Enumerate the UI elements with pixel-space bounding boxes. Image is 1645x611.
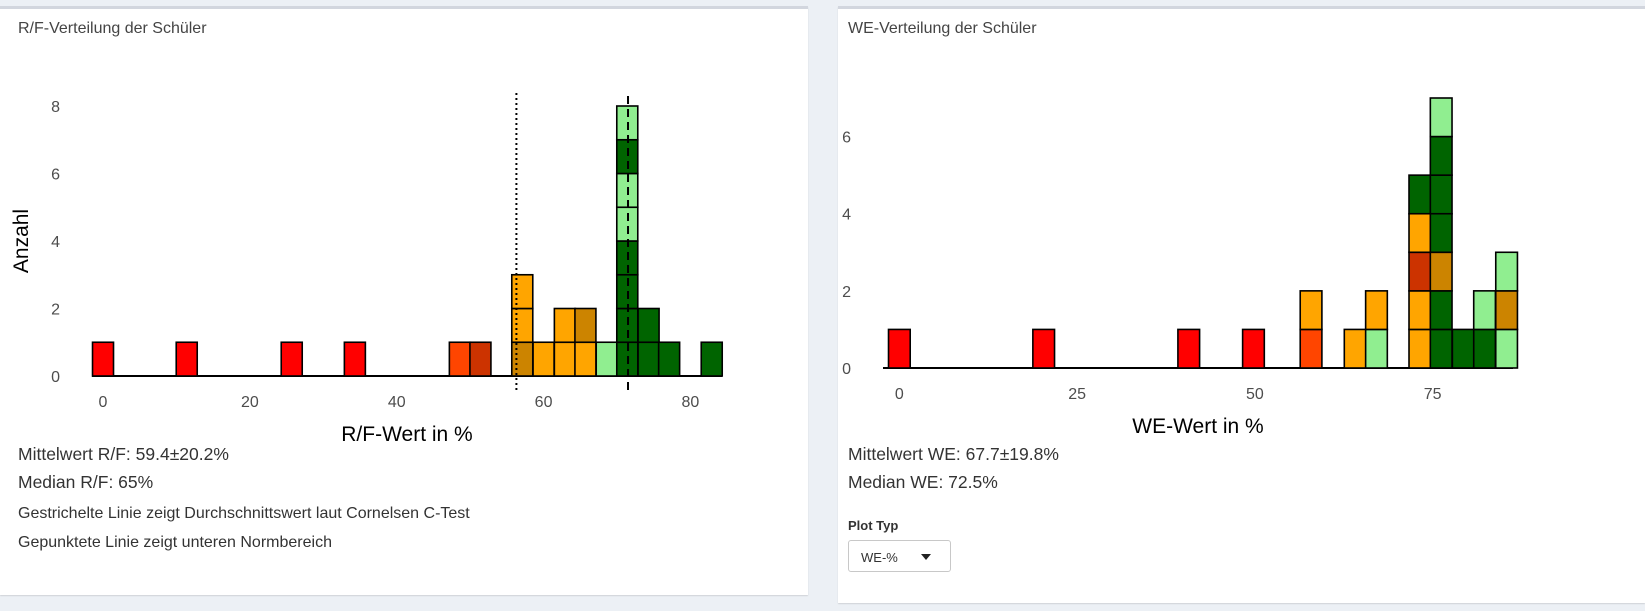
- rf-bar-bin8-seg0: [553, 341, 577, 377]
- we-bar-bin7-seg1: [1408, 290, 1432, 331]
- we-bar-bin4-seg1: [1299, 290, 1323, 331]
- rf-bar-bin1-seg0: [175, 341, 199, 377]
- rf-y-tick-label: 4: [51, 234, 60, 251]
- we-bar-bin10-seg1: [1472, 290, 1497, 331]
- we-distribution-panel: WE-Verteilung der Schüler 0 25 50 75 0 2 4 6 WE-…: [838, 6, 1645, 603]
- rf-bar-bin13-seg0: [657, 341, 681, 377]
- we-median-text: Median WE: 72.5%: [848, 472, 998, 492]
- rf-panel-title: R/F-Verteilung der Schüler: [18, 20, 207, 37]
- rf-x-tick-label: 80: [682, 394, 700, 411]
- we-bar-bin0-seg0: [887, 328, 911, 369]
- we-y-tick-label: 0: [842, 361, 851, 378]
- we-bar-bin7-seg3: [1408, 212, 1432, 254]
- plot-type-label: Plot Typ: [848, 518, 899, 533]
- we-bar-bin4-seg0: [1299, 328, 1323, 369]
- rf-bar-bin9-seg0: [574, 341, 597, 377]
- rf-bar-bin6-seg2: [510, 273, 534, 310]
- rf-bar-bin2-seg0: [280, 341, 304, 377]
- we-mean-text: Mittelwert WE: 67.7±19.8%: [848, 444, 1059, 464]
- rf-bar-bin14-seg0: [700, 341, 724, 377]
- rf-bar-bin3-seg0: [343, 341, 367, 377]
- rf-y-tick-label: 0: [51, 369, 60, 386]
- rf-bar-bin12-seg0: [637, 341, 660, 377]
- rf-x-axis-label: R/F-Wert in %: [341, 423, 472, 446]
- we-bar-bin5-seg0: [1343, 328, 1367, 369]
- we-panel-title: WE-Verteilung der Schüler: [848, 20, 1037, 37]
- we-x-tick-label: 25: [1068, 386, 1086, 403]
- we-x-tick-label: 50: [1246, 386, 1264, 403]
- rf-y-tick-label: 6: [51, 167, 60, 184]
- rf-x-tick-label: 0: [99, 394, 108, 411]
- rf-median-text: Median R/F: 65%: [18, 472, 154, 492]
- we-y-tick-label: 6: [842, 130, 851, 147]
- rf-distribution-panel: R/F-Verteilung der Schüler 0 20 40 60 80 0 2 4 6…: [0, 6, 808, 595]
- we-x-tick-label: 75: [1424, 386, 1442, 403]
- rf-y-axis-label: Anzahl: [10, 209, 33, 273]
- we-y-tick-label: 2: [842, 284, 851, 301]
- rf-bar-bin8-seg1: [553, 307, 577, 344]
- rf-bar-bin6-seg1: [510, 307, 534, 344]
- rf-bar-bin7-seg0: [532, 341, 555, 377]
- rf-bar-bin11-seg4: [615, 206, 639, 242]
- rf-bar-bin6-seg0: [510, 341, 534, 377]
- we-bar-bin7-seg4: [1408, 174, 1432, 215]
- rf-bar-bin0-seg0: [91, 341, 115, 377]
- we-bar-bin8-seg6: [1429, 97, 1453, 138]
- we-bar-bin6-seg1: [1364, 290, 1389, 331]
- rf-bar-bin12-seg1: [637, 307, 660, 344]
- we-bar-bin9-seg0: [1451, 328, 1475, 369]
- we-bar-bin7-seg2: [1408, 251, 1432, 292]
- we-bar-bin11-seg0: [1494, 328, 1519, 369]
- we-x-axis-label: WE-Wert in %: [1132, 415, 1263, 438]
- rf-histogram: 0 20 40 60 80 0 2 4 6 8 R/F-Wert in % Anzahl: [10, 93, 724, 446]
- rf-mean-text: Mittelwert R/F: 59.4±20.2%: [18, 444, 229, 464]
- plot-type-selected-value: WE-%: [861, 550, 898, 565]
- we-bar-bin8-seg3: [1429, 212, 1453, 254]
- we-bar-bin10-seg0: [1472, 328, 1497, 369]
- rf-dotted-line-note: Gepunktete Linie zeigt unteren Normberei…: [18, 534, 332, 551]
- we-bar-bin8-seg2: [1429, 251, 1453, 292]
- we-bar-bin8-seg4: [1429, 174, 1453, 215]
- rf-bar-bin5-seg0: [469, 341, 492, 377]
- we-y-tick-label: 4: [842, 207, 851, 224]
- we-bar-bin8-seg0: [1429, 328, 1453, 369]
- rf-y-tick-label: 2: [51, 302, 60, 319]
- rf-x-tick-label: 20: [241, 394, 259, 411]
- we-x-tick-label: 0: [895, 386, 904, 403]
- we-bar-bin11-seg1: [1494, 290, 1519, 331]
- rf-x-tick-label: 60: [535, 394, 553, 411]
- we-bar-bin2-seg0: [1177, 328, 1201, 369]
- we-bar-bin3-seg0: [1241, 328, 1266, 369]
- we-bar-bin6-seg0: [1364, 328, 1389, 369]
- rf-bar-bin10-seg0: [595, 341, 619, 377]
- we-bar-bin1-seg0: [1032, 328, 1056, 369]
- rf-x-tick-label: 40: [388, 394, 406, 411]
- rf-dashed-line-note: Gestrichelte Linie zeigt Durchschnittswe…: [18, 505, 470, 522]
- we-bar-bin8-seg5: [1429, 135, 1453, 176]
- rf-bar-bin9-seg1: [574, 307, 597, 344]
- plot-type-select[interactable]: WE-%: [848, 540, 951, 572]
- we-bar-bin7-seg0: [1408, 328, 1432, 369]
- we-bar-bin11-seg2: [1494, 251, 1519, 292]
- we-bar-bin8-seg1: [1429, 290, 1453, 331]
- rf-bar-bin4-seg0: [448, 341, 472, 377]
- rf-y-tick-label: 8: [51, 99, 60, 116]
- chevron-down-icon: [921, 554, 931, 560]
